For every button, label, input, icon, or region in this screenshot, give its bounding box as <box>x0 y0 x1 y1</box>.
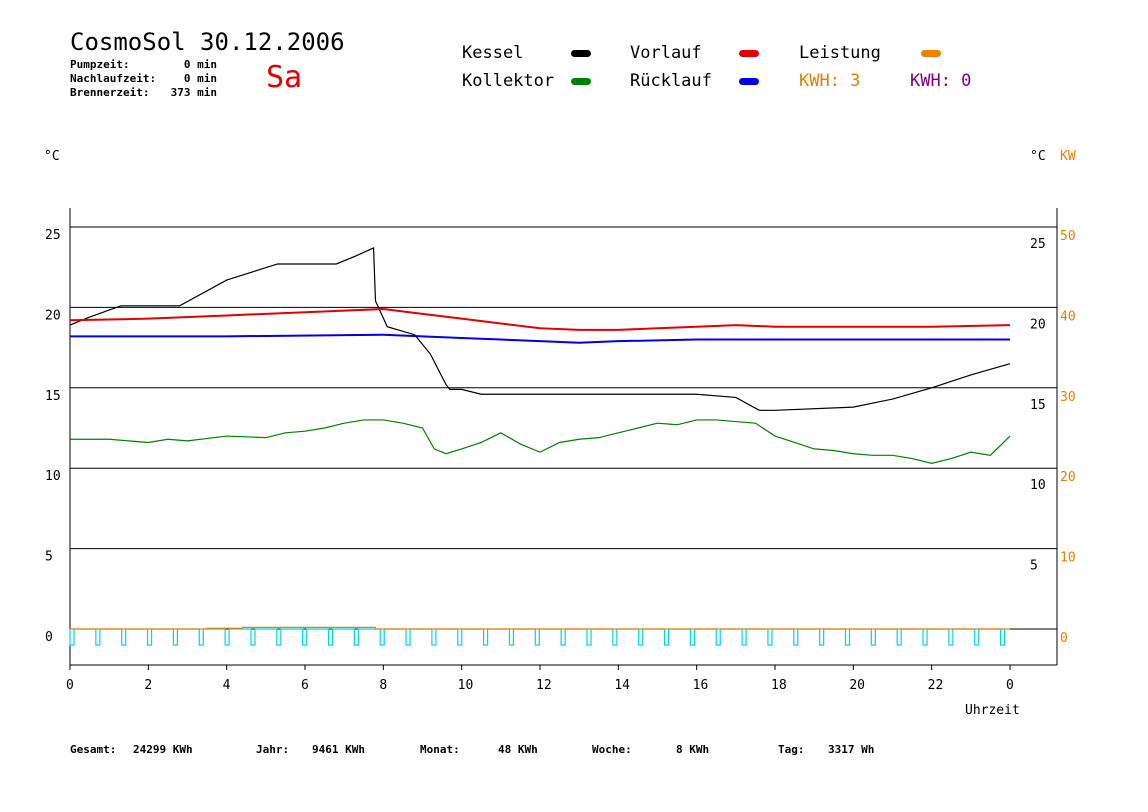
x-tick-3: 6 <box>301 678 309 693</box>
y-axis-label-right-kw: KW <box>1060 149 1076 164</box>
stat-nachlaufzeit-value: 0 min <box>183 72 217 85</box>
y-tick-right-10: 10 <box>1030 478 1046 493</box>
series-line-vorlauf <box>69 308 1011 331</box>
legend-vorlauf-label: Vorlauf <box>630 43 702 63</box>
footer-monat-label: Monat: <box>420 743 460 756</box>
y-tick-left-5: 5 <box>45 550 53 565</box>
legend-leistung-label: Leistung <box>799 43 881 63</box>
y-tick-kw-20: 20 <box>1060 470 1076 485</box>
y-tick-kw-30: 30 <box>1060 390 1076 405</box>
page-title: CosmoSol 30.12.2006 <box>70 28 345 56</box>
footer-jahr-value: 9461 KWh <box>312 743 365 756</box>
series-line-leistung <box>70 626 1010 630</box>
footer-jahr-label: Jahr: <box>256 743 290 756</box>
series-line-kessel <box>69 246 1011 411</box>
y-tick-left-0: 0 <box>45 630 53 645</box>
y-tick-right-5: 5 <box>1030 559 1038 574</box>
x-axis-label: Uhrzeit <box>965 703 1020 718</box>
legend-kwh-solar: KWH: 3 <box>799 71 861 91</box>
legend-kollektor-label: Kollektor <box>462 71 555 91</box>
legend-kwh-other: KWH: 0 <box>910 71 972 91</box>
y-tick-kw-50: 50 <box>1060 229 1076 244</box>
footer-woche-label: Woche: <box>592 743 632 756</box>
footer-tag-label: Tag: <box>778 743 805 756</box>
footer-gesamt-label: Gesamt: <box>70 743 117 756</box>
x-tick-10: 20 <box>849 678 865 693</box>
legend-ruecklauf-label: Rücklauf <box>630 71 712 91</box>
stat-pumpzeit-value: 0 min <box>183 58 217 71</box>
legend-kessel-swatch <box>571 50 591 57</box>
x-tick-12: 0 <box>1006 678 1014 693</box>
x-tick-2: 4 <box>223 678 231 693</box>
y-tick-kw-40: 40 <box>1060 309 1076 324</box>
footer-gesamt-value: 24299 KWh <box>133 743 193 756</box>
x-tick-11: 22 <box>928 678 944 693</box>
x-tick-7: 14 <box>614 678 630 693</box>
y-tick-kw-0: 0 <box>1060 631 1068 646</box>
x-tick-6: 12 <box>536 678 552 693</box>
y-tick-kw-10: 10 <box>1060 551 1076 566</box>
pump-pulse-train <box>69 628 1006 646</box>
stat-pumpzeit-label: Pumpzeit: <box>70 58 130 71</box>
pump-pulses <box>69 628 1006 646</box>
tick-labels: 0 5 10 15 20 25 5 10 15 20 25 0 10 20 30 40 50 0 2 4 6 8 10 12 1… <box>45 228 1076 693</box>
legend-vorlauf-swatch <box>739 50 759 57</box>
stat-brennerzeit-value: 373 min <box>170 86 217 99</box>
x-tick-9: 18 <box>771 678 787 693</box>
x-tick-5: 10 <box>458 678 474 693</box>
footer-monat-value: 48 KWh <box>498 743 538 756</box>
y-tick-left-10: 10 <box>45 469 61 484</box>
footer-tag-value: 3317 Wh <box>828 743 875 756</box>
axes <box>69 208 1058 666</box>
y-tick-right-20: 20 <box>1030 317 1046 332</box>
y-tick-right-15: 15 <box>1030 398 1046 413</box>
x-tick-0: 0 <box>66 678 74 693</box>
y-tick-right-25: 25 <box>1030 237 1046 252</box>
series-lines <box>69 246 1011 630</box>
stat-brennerzeit-label: Brennerzeit: <box>70 86 150 99</box>
series-line-rücklauf <box>70 333 1010 344</box>
legend-ruecklauf-swatch <box>739 78 759 85</box>
y-tick-left-15: 15 <box>45 389 61 404</box>
y-tick-left-20: 20 <box>45 308 61 323</box>
weekday-label: Sa <box>266 60 303 95</box>
stat-nachlaufzeit-label: Nachlaufzeit: <box>70 72 157 85</box>
legend-leistung-swatch <box>921 50 941 57</box>
x-tick-1: 2 <box>144 678 152 693</box>
x-tick-8: 16 <box>693 678 709 693</box>
footer-woche-value: 8 KWh <box>676 743 710 756</box>
y-axis-label-right: °C <box>1030 149 1046 164</box>
y-axis-label-left: °C <box>44 149 60 164</box>
series-line-kollektor <box>70 419 1011 464</box>
y-tick-left-25: 25 <box>45 228 61 243</box>
legend-kollektor-swatch <box>571 78 591 85</box>
gridlines <box>69 226 1057 670</box>
x-tick-4: 8 <box>379 678 387 693</box>
legend-kessel-label: Kessel <box>462 43 524 63</box>
